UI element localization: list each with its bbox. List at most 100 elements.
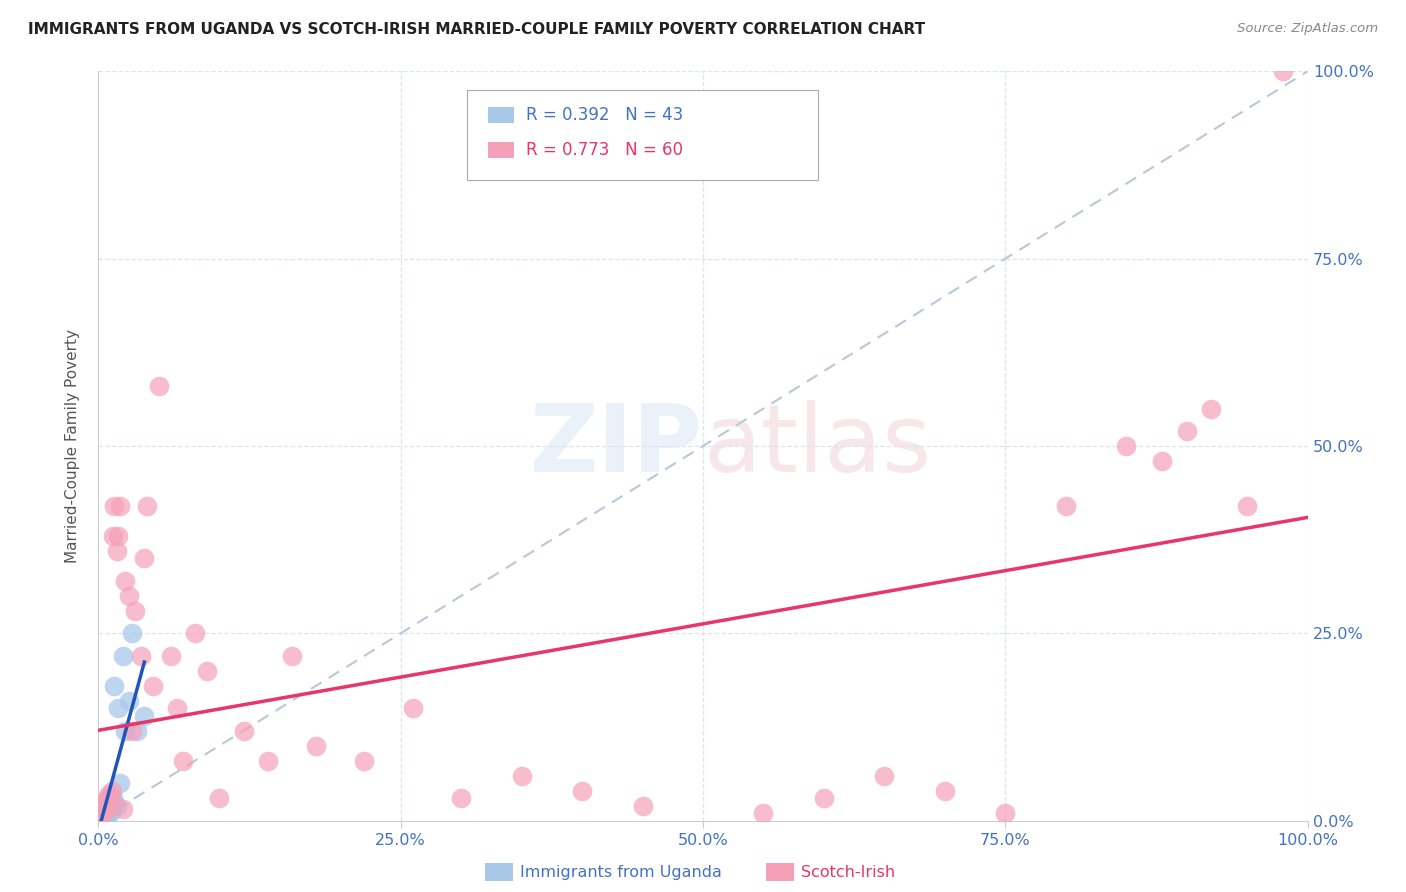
- Point: [114, 574, 136, 588]
- Point: [1152, 454, 1174, 468]
- Point: [89, 806, 111, 821]
- Text: R = 0.773   N = 60: R = 0.773 N = 60: [526, 141, 683, 159]
- Point: [91, 798, 114, 813]
- Point: [184, 626, 207, 640]
- Point: [93, 811, 115, 825]
- Point: [121, 723, 143, 738]
- Point: [934, 783, 956, 797]
- Point: [90, 802, 112, 816]
- Point: [752, 806, 775, 821]
- Point: [91, 802, 114, 816]
- Point: [91, 802, 114, 816]
- Text: ZIP: ZIP: [530, 400, 703, 492]
- Point: [89, 812, 111, 826]
- FancyBboxPatch shape: [488, 106, 515, 123]
- Point: [510, 769, 533, 783]
- Point: [873, 769, 896, 783]
- Point: [100, 795, 122, 809]
- Point: [96, 791, 118, 805]
- Point: [148, 379, 170, 393]
- Point: [1199, 401, 1222, 416]
- Point: [100, 783, 122, 797]
- FancyBboxPatch shape: [488, 142, 515, 158]
- Point: [305, 739, 328, 753]
- Point: [111, 802, 134, 816]
- Point: [232, 723, 254, 738]
- Point: [94, 806, 117, 821]
- Point: [96, 802, 118, 816]
- Point: [93, 810, 115, 824]
- Point: [91, 806, 114, 821]
- Point: [134, 708, 156, 723]
- Point: [127, 723, 149, 738]
- Text: Scotch-Irish: Scotch-Irish: [801, 865, 896, 880]
- Point: [134, 551, 156, 566]
- Point: [91, 810, 114, 824]
- Text: Immigrants from Uganda: Immigrants from Uganda: [520, 865, 723, 880]
- Point: [1236, 499, 1258, 513]
- Point: [98, 788, 121, 802]
- Point: [1272, 64, 1295, 78]
- Point: [93, 795, 115, 809]
- Text: R = 0.392   N = 43: R = 0.392 N = 43: [526, 106, 683, 124]
- Point: [114, 723, 136, 738]
- Point: [97, 800, 120, 814]
- Point: [89, 807, 111, 822]
- Point: [256, 754, 278, 768]
- Point: [100, 805, 122, 819]
- Point: [172, 754, 194, 768]
- Point: [402, 701, 425, 715]
- Point: [90, 810, 112, 824]
- Point: [100, 791, 122, 805]
- Point: [94, 798, 117, 813]
- Point: [208, 791, 231, 805]
- Point: [93, 798, 115, 813]
- Point: [118, 589, 141, 603]
- Point: [101, 529, 124, 543]
- Point: [118, 694, 141, 708]
- Text: IMMIGRANTS FROM UGANDA VS SCOTCH-IRISH MARRIED-COUPLE FAMILY POVERTY CORRELATION: IMMIGRANTS FROM UGANDA VS SCOTCH-IRISH M…: [28, 22, 925, 37]
- Y-axis label: Married-Couple Family Poverty: Married-Couple Family Poverty: [65, 329, 80, 563]
- Point: [353, 754, 375, 768]
- Point: [160, 648, 183, 663]
- Point: [631, 798, 654, 813]
- Point: [121, 626, 143, 640]
- Text: atlas: atlas: [703, 400, 931, 492]
- Point: [91, 809, 114, 823]
- Point: [135, 499, 157, 513]
- Point: [105, 798, 128, 813]
- Point: [107, 529, 129, 543]
- Point: [994, 806, 1017, 821]
- Point: [101, 791, 124, 805]
- Point: [90, 807, 112, 822]
- Point: [90, 812, 112, 826]
- Point: [98, 802, 121, 816]
- Point: [97, 795, 120, 809]
- Point: [813, 791, 835, 805]
- Point: [108, 776, 131, 790]
- Point: [1175, 424, 1198, 438]
- Point: [111, 648, 134, 663]
- Point: [105, 544, 128, 558]
- Point: [91, 800, 114, 814]
- Point: [90, 807, 112, 822]
- Point: [91, 808, 114, 822]
- Text: Source: ZipAtlas.com: Source: ZipAtlas.com: [1237, 22, 1378, 36]
- Point: [89, 810, 111, 824]
- Point: [93, 802, 115, 816]
- Point: [166, 701, 188, 715]
- Point: [94, 802, 117, 816]
- Point: [93, 807, 115, 822]
- Point: [100, 798, 122, 813]
- Point: [107, 701, 129, 715]
- Point: [142, 679, 165, 693]
- FancyBboxPatch shape: [467, 90, 818, 180]
- Point: [281, 648, 304, 663]
- Point: [571, 783, 593, 797]
- Point: [103, 499, 125, 513]
- Point: [129, 648, 152, 663]
- Point: [1115, 439, 1137, 453]
- Point: [97, 806, 120, 821]
- Point: [91, 806, 114, 821]
- Point: [96, 803, 118, 817]
